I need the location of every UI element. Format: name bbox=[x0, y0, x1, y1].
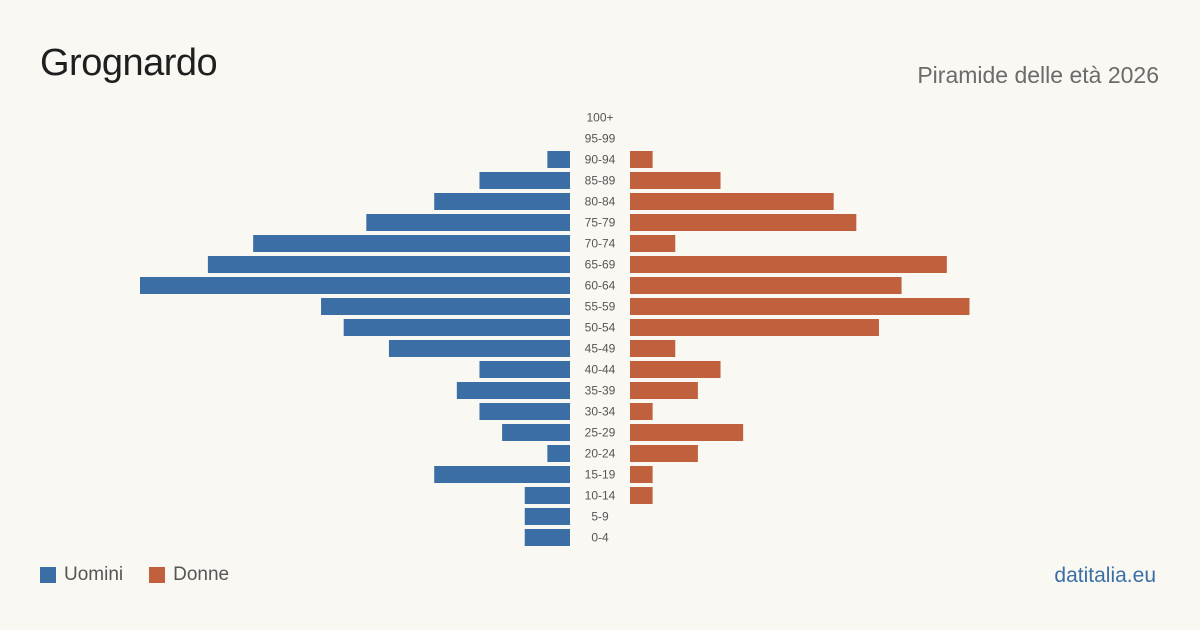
bar-women-35-39 bbox=[630, 382, 698, 399]
bar-men-65-69 bbox=[207, 256, 571, 273]
bar-men-15-19 bbox=[434, 466, 570, 483]
bar-women-65-69 bbox=[630, 256, 947, 273]
legend-label-women: Donne bbox=[173, 564, 230, 585]
chart-subtitle: Piramide delle età 2026 bbox=[917, 62, 1159, 88]
bar-men-60-64 bbox=[140, 277, 570, 294]
bar-men-55-59 bbox=[321, 298, 570, 315]
bar-women-40-44 bbox=[630, 361, 721, 378]
bar-women-80-84 bbox=[630, 193, 834, 210]
legend-swatch-women bbox=[149, 567, 166, 583]
bar-men-90-94 bbox=[547, 151, 570, 168]
age-label-25-29: 25-29 bbox=[585, 426, 616, 440]
bar-men-70-74 bbox=[253, 235, 570, 252]
age-label-85-89: 85-89 bbox=[585, 174, 616, 188]
age-label-60-64: 60-64 bbox=[585, 279, 616, 293]
bar-men-45-49 bbox=[388, 340, 570, 357]
legend-item-men: Uomini bbox=[40, 564, 123, 586]
bar-men-20-24 bbox=[547, 445, 570, 462]
bar-men-10-14 bbox=[524, 487, 570, 504]
age-label-10-14: 10-14 bbox=[585, 489, 616, 503]
bar-women-30-34 bbox=[630, 403, 653, 420]
age-label-20-24: 20-24 bbox=[585, 447, 616, 461]
brand-link[interactable]: datitalia.eu bbox=[1054, 564, 1156, 587]
bar-women-70-74 bbox=[630, 235, 676, 252]
chart-title: Grognardo bbox=[40, 42, 218, 84]
age-label-70-74: 70-74 bbox=[585, 237, 616, 251]
age-label-55-59: 55-59 bbox=[585, 300, 616, 314]
age-label-45-49: 45-49 bbox=[585, 342, 616, 356]
bar-women-60-64 bbox=[630, 277, 902, 294]
age-label-35-39: 35-39 bbox=[585, 384, 616, 398]
bar-men-30-34 bbox=[479, 403, 570, 420]
bar-women-25-29 bbox=[630, 424, 744, 441]
bar-men-80-84 bbox=[434, 193, 570, 210]
bar-women-50-54 bbox=[630, 319, 879, 336]
bar-men-0-4 bbox=[524, 529, 570, 546]
age-label-100+: 100+ bbox=[586, 111, 613, 125]
age-label-50-54: 50-54 bbox=[585, 321, 616, 335]
legend-swatch-men bbox=[40, 567, 56, 583]
legend-item-women: Donne bbox=[149, 564, 229, 586]
age-label-0-4: 0-4 bbox=[591, 531, 609, 545]
bar-men-25-29 bbox=[502, 424, 570, 441]
legend-label-men: Uomini bbox=[64, 564, 124, 585]
age-label-15-19: 15-19 bbox=[585, 468, 616, 482]
bar-men-75-79 bbox=[366, 214, 570, 231]
bar-women-20-24 bbox=[630, 445, 698, 462]
bar-women-45-49 bbox=[630, 340, 676, 357]
age-label-5-9: 5-9 bbox=[591, 510, 609, 524]
bar-women-10-14 bbox=[630, 487, 653, 504]
age-label-90-94: 90-94 bbox=[585, 153, 616, 167]
age-label-75-79: 75-79 bbox=[585, 216, 616, 230]
bar-women-90-94 bbox=[630, 151, 653, 168]
bar-men-50-54 bbox=[343, 319, 570, 336]
bar-men-5-9 bbox=[524, 508, 570, 525]
age-label-65-69: 65-69 bbox=[585, 258, 616, 272]
legend: Uomini Donne bbox=[40, 564, 255, 586]
age-label-30-34: 30-34 bbox=[585, 405, 616, 419]
bar-women-15-19 bbox=[630, 466, 653, 483]
age-label-80-84: 80-84 bbox=[585, 195, 616, 209]
bar-women-85-89 bbox=[630, 172, 721, 189]
bar-men-40-44 bbox=[479, 361, 570, 378]
bar-women-75-79 bbox=[630, 214, 857, 231]
age-label-40-44: 40-44 bbox=[585, 363, 616, 377]
bar-women-55-59 bbox=[630, 298, 970, 315]
age-label-95-99: 95-99 bbox=[585, 132, 616, 146]
bar-men-35-39 bbox=[456, 382, 570, 399]
bar-men-85-89 bbox=[479, 172, 570, 189]
